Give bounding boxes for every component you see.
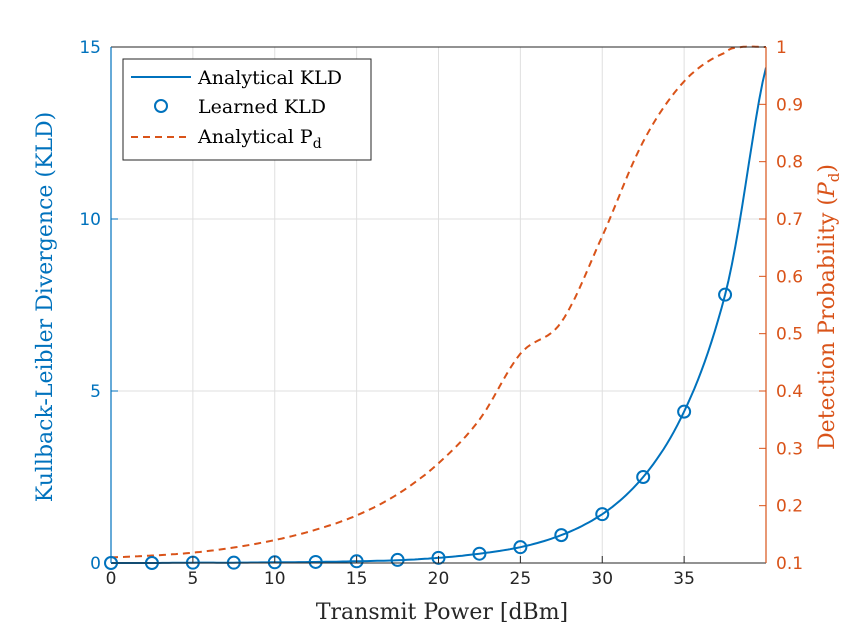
x-tick-label: 25 [510,569,532,589]
legend: Analytical KLD Learned KLD Analytical Pd [122,58,372,161]
x-tick-label: 35 [673,569,695,589]
x-tick-label: 0 [106,569,117,589]
y-tick-label-right: 0.2 [776,497,803,517]
y-axis-label-right: Detection Probability (Pd) [815,164,843,450]
legend-swatch-learned-kld [154,99,168,113]
learned-kld-point [595,507,610,522]
legend-label-analytical-pd-main: Analytical P [197,126,313,148]
y-tick-label-right: 0.8 [776,153,803,173]
legend-label-analytical-pd-subscript: d [313,136,322,152]
y-axis-label-right-suffix: ) [815,164,840,173]
learned-kld-point [554,528,569,543]
legend-box [122,58,372,161]
y-tick-label-right: 0.4 [776,382,803,402]
learned-kld-point [308,554,323,569]
legend-label-analytical-pd: Analytical Pd [197,126,322,152]
y-tick-label-right: 1 [776,38,787,58]
y-tick-label-right: 0.1 [776,554,803,574]
x-tick-label: 10 [264,569,286,589]
y-tick-label-left: 0 [90,554,101,574]
x-tick-label: 5 [187,569,198,589]
x-axis-label: Transmit Power [dBm] [316,600,568,625]
y-axis-label-right-subscript: d [825,172,843,182]
y-tick-label-left: 5 [90,382,101,402]
learned-kld-point [718,287,733,302]
y-tick-label-left: 10 [79,210,101,230]
series-line-analytical-pd [111,45,766,559]
learned-kld-point [390,552,405,567]
y-tick-label-right: 0.5 [776,325,803,345]
y-axis-label-right-prefix: Detection Probability ( [815,197,840,450]
learned-kld-point [431,550,446,565]
legend-label-learned-kld: Learned KLD [198,96,326,118]
x-tick-label: 20 [428,569,450,589]
axes: 0 5 10 15 20 25 30 35 0 5 10 15 0.1 0.2 0.3 0.4 0.5 0.6 0.… [79,38,803,589]
y-tick-label-left: 15 [79,38,101,58]
y-axis-label-right-symbol: P [815,181,840,198]
x-tick-label: 30 [591,569,613,589]
x-tick-label: 15 [346,569,368,589]
legend-label-analytical-kld: Analytical KLD [197,67,342,89]
y-tick-label-right: 0.9 [776,95,803,115]
y-tick-label-right: 0.7 [776,210,803,230]
learned-kld-point [349,554,364,569]
learned-kld-point [636,470,651,484]
learned-kld-point [472,546,487,561]
learned-kld-point [513,540,528,555]
y-tick-label-right: 0.6 [776,267,803,287]
learned-kld-point [677,404,692,419]
y-axis-label-left: Kullback-Leibler Divergence (KLD) [33,112,58,503]
y-tick-label-right: 0.3 [776,439,803,459]
